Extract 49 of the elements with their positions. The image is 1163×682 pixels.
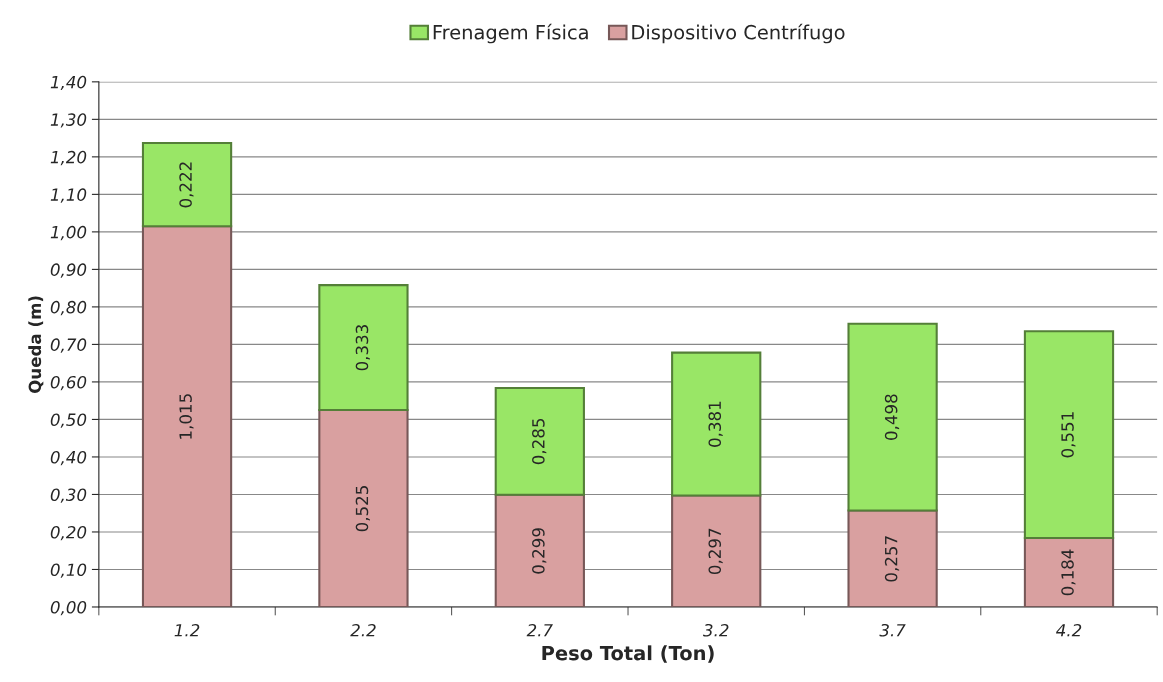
y-tick-label: 1,30 — [50, 113, 87, 128]
data-label: 0,285 — [532, 418, 547, 465]
legend-label: Dispositivo Centrífugo — [632, 23, 845, 44]
y-tick-label: 0,10 — [50, 563, 87, 578]
data-label: 0,297 — [708, 528, 723, 575]
bar — [671, 494, 762, 607]
x-tick-label: 1.2 — [174, 623, 200, 637]
bar — [141, 225, 233, 607]
bar — [847, 509, 938, 607]
data-label: 0,184 — [1061, 549, 1076, 596]
legend-label: Frenagem Física — [433, 23, 588, 44]
y-tick-label: 0,80 — [50, 300, 87, 316]
y-tick-label: 0,20 — [50, 525, 87, 541]
x-tick-label: 3.7 — [879, 623, 906, 637]
bar — [318, 409, 409, 607]
bar — [671, 351, 762, 497]
bar — [1023, 536, 1115, 607]
x-tick-label: 4.2 — [1056, 623, 1082, 637]
y-axis-title: Queda (m) — [28, 296, 44, 394]
bar — [318, 284, 409, 412]
y-tick-label: 1,40 — [50, 75, 87, 91]
x-tick-label: 3.2 — [703, 623, 729, 637]
x-tick-label: 2.2 — [350, 623, 376, 637]
y-tick-label: 1,20 — [50, 150, 87, 166]
data-label: 0,333 — [355, 325, 370, 371]
data-label: 0,525 — [355, 486, 370, 532]
bar — [141, 141, 233, 228]
data-label: 0,299 — [532, 528, 547, 574]
y-tick-label: 0,90 — [50, 263, 87, 278]
x-tick-label: 2.7 — [526, 623, 553, 637]
y-tick-label: 0,70 — [50, 338, 87, 353]
bar — [494, 386, 585, 496]
data-label: 0,381 — [708, 401, 723, 447]
y-tick-label: 1,00 — [50, 225, 87, 241]
y-tick-label: 0,30 — [50, 488, 87, 503]
data-label: 0,551 — [1061, 412, 1076, 458]
data-label: 0,222 — [179, 162, 194, 208]
x-axis-title: Peso Total (Ton) — [542, 645, 714, 663]
data-label: 0,498 — [884, 394, 900, 440]
data-label: 0,257 — [884, 536, 900, 582]
y-tick-label: 0,50 — [50, 413, 87, 428]
y-tick-label: 0,00 — [50, 600, 87, 616]
bar — [1023, 330, 1115, 539]
bar — [494, 493, 585, 607]
y-tick-label: 1,10 — [50, 188, 87, 203]
bar — [847, 322, 938, 512]
y-tick-label: 0,40 — [50, 450, 87, 466]
y-tick-label: 0,60 — [50, 375, 87, 391]
data-label: 1,015 — [179, 394, 194, 439]
